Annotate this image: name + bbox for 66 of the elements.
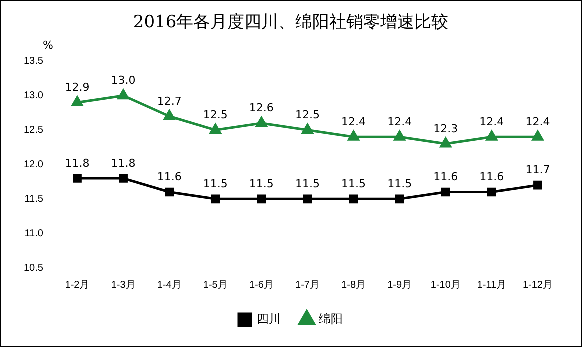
point [165, 188, 174, 197]
legend-label: 绵阳 [319, 312, 343, 326]
data-label: 12.6 [249, 102, 274, 115]
data-label: 13.0 [111, 74, 136, 88]
point [534, 180, 542, 190]
point [72, 96, 84, 106]
data-label: 11.8 [65, 156, 90, 170]
point [349, 194, 358, 204]
x-tick-label: 1-2月 [65, 280, 90, 291]
data-label: 11.6 [157, 170, 182, 184]
point [73, 174, 82, 183]
data-label: 12.9 [65, 81, 90, 94]
x-tick-label: 1-4月 [157, 280, 182, 291]
data-label: 11.8 [111, 156, 136, 170]
data-label: 12.5 [295, 108, 320, 122]
point [440, 138, 452, 148]
x-tick-label: 1-8月 [342, 280, 366, 291]
point [257, 194, 266, 204]
point [211, 194, 220, 204]
data-label: 12.4 [342, 116, 366, 129]
x-tick-label: 1-3月 [111, 280, 136, 291]
y-tick-label: 10.5 [24, 262, 44, 274]
data-label: 12.7 [157, 94, 182, 108]
point [118, 90, 130, 100]
x-tick-label: 1-9月 [388, 280, 412, 291]
x-tick-label: 1-11月 [477, 280, 507, 291]
data-label: 11.5 [203, 177, 228, 190]
y-tick-label: 11.0 [24, 228, 44, 240]
point [441, 188, 450, 197]
point [164, 110, 176, 120]
data-label: 11.5 [295, 177, 320, 190]
point [348, 130, 360, 141]
point [119, 174, 128, 183]
y-tick-label: 12.5 [24, 125, 44, 136]
data-label: 12.3 [434, 122, 458, 136]
data-label: 12.4 [526, 116, 550, 129]
point [256, 117, 268, 128]
point [395, 194, 404, 204]
point [302, 124, 314, 134]
y-tick-label: 11.5 [24, 194, 44, 205]
data-label: 11.7 [526, 164, 550, 177]
x-tick-label: 1-10月 [430, 280, 461, 291]
data-label: 12.4 [480, 116, 504, 129]
point [532, 130, 544, 141]
x-tick-label: 1-5月 [203, 280, 228, 291]
data-label: 11.5 [249, 177, 274, 190]
y-tick-label: 13.0 [24, 90, 44, 102]
data-label: 11.6 [480, 170, 504, 184]
point [303, 194, 312, 204]
point [487, 188, 496, 197]
y-axis-title: % [43, 39, 54, 52]
data-label: 11.5 [342, 177, 366, 190]
data-label: 12.5 [203, 108, 228, 122]
chart-title: 2016年各月度四川、绵阳社销零增速比较 [133, 12, 449, 33]
x-tick-label: 1-12月 [522, 280, 553, 291]
point [394, 130, 406, 141]
point [210, 124, 222, 134]
x-tick-label: 1-7月 [296, 280, 320, 291]
point [486, 130, 498, 141]
data-label: 11.5 [388, 177, 412, 190]
y-tick-label: 12.0 [24, 159, 44, 170]
x-tick-label: 1-6月 [249, 280, 274, 291]
data-label: 12.4 [388, 116, 412, 129]
data-label: 11.6 [434, 170, 458, 184]
legend-label: 四川 [257, 312, 281, 326]
y-tick-label: 13.5 [24, 56, 44, 68]
